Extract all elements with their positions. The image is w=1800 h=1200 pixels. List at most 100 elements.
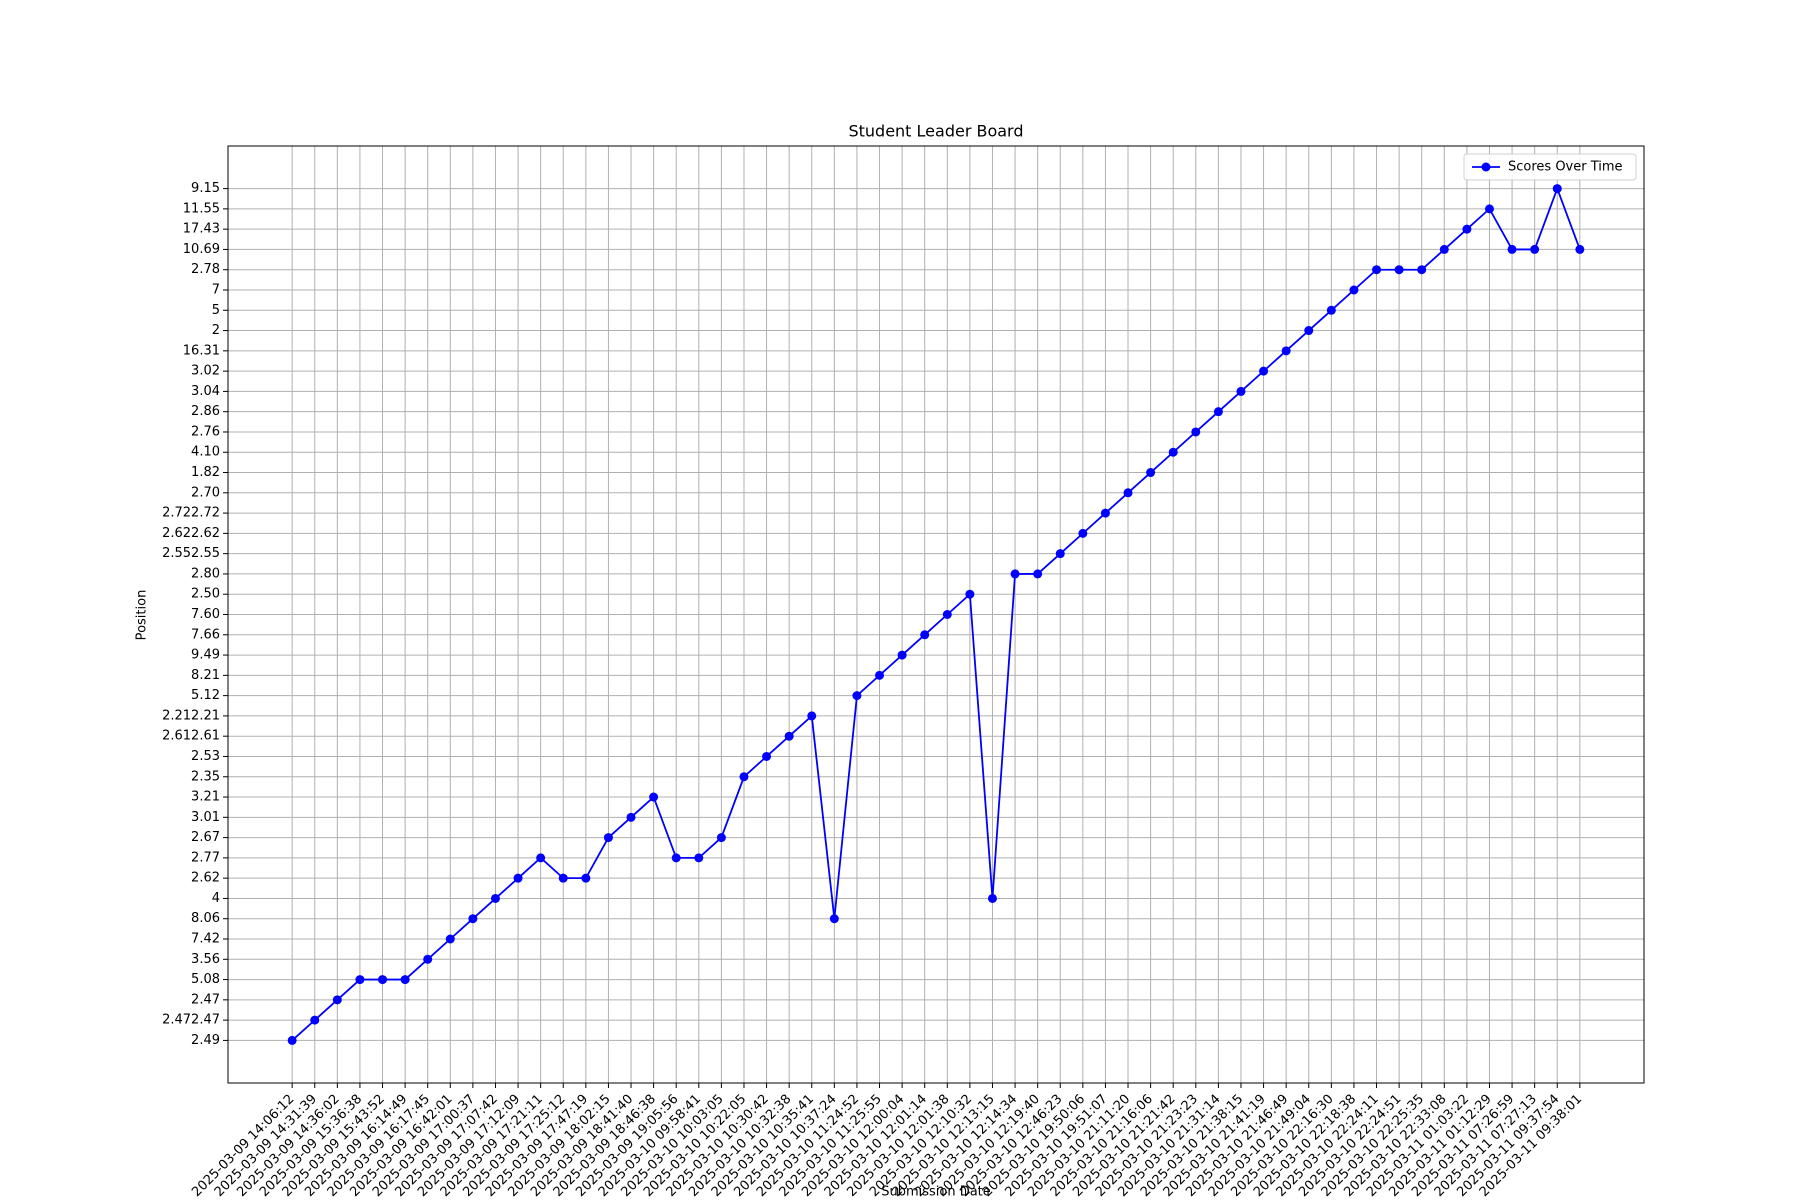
data-point [1372,265,1382,275]
y-tick-label: 2.62 [191,871,220,886]
y-tick-label: 9.15 [191,181,220,196]
data-point [739,772,749,782]
data-point [1394,265,1404,275]
data-point [445,934,455,944]
data-point [626,812,636,822]
data-point [942,610,952,619]
plot-frame [227,145,1645,1084]
y-tick-label: 17.43 [183,222,220,237]
y-tick-label: 5 [212,303,220,318]
data-point [1236,386,1246,396]
data-point [400,975,410,985]
y-tick-label: 2 [212,323,220,338]
data-point [807,711,817,721]
legend-marker [1481,162,1491,172]
y-tick-label: 2.47 [191,992,220,1007]
y-tick-label: 2.67 [191,830,220,845]
data-point [1168,447,1178,457]
data-point [1055,549,1065,559]
y-tick-label: 2.472.47 [162,1013,220,1028]
y-tick-label: 2.722.72 [162,506,220,521]
y-tick-label: 5.08 [191,972,220,987]
legend-box [1463,153,1637,181]
y-tick-label: 2.212.21 [162,708,220,723]
data-point [287,1035,297,1045]
y-tick-label: 3.02 [191,364,220,379]
data-point [558,873,568,883]
data-point [716,833,726,843]
data-point [1326,305,1336,315]
data-point [1146,468,1156,478]
data-point [603,833,613,843]
y-tick-label: 2.49 [191,1033,220,1048]
y-tick-label: 2.552.55 [162,546,220,561]
y-tick-label: 7 [212,282,220,297]
y-tick-label: 2.77 [191,850,220,865]
data-point [1439,244,1449,254]
data-point [829,914,839,924]
y-tick-label: 7.42 [191,932,220,947]
data-point [762,751,772,761]
y-tick-label: 3.04 [191,384,220,399]
y-tick-label: 2.612.61 [162,729,220,744]
y-tick-label: 8.21 [191,668,220,683]
data-point [965,589,975,599]
y-tick-label: 2.70 [191,485,220,500]
y-tick-label: 1.82 [191,465,220,480]
y-tick-label: 3.21 [191,790,220,805]
data-point [784,731,794,741]
data-point [852,691,862,701]
y-tick-label: 7.66 [191,627,220,642]
y-tick-label: 7.60 [191,607,220,622]
y-tick-label: 2.80 [191,566,220,581]
y-tick-label: 9.49 [191,648,220,663]
series-line [291,186,1581,1042]
y-tick-label: 16.31 [183,343,220,358]
data-point [468,914,478,924]
legend: Scores Over Time [1463,153,1637,181]
y-tick-label: 2.53 [191,749,220,764]
y-tick-label: 2.50 [191,587,220,602]
data-point [1191,427,1201,437]
y-tick-label: 2.86 [191,404,220,419]
data-point [332,995,342,1005]
y-tick-label: 8.06 [191,911,220,926]
x-axis-label: Submission Date [881,1185,991,1200]
data-point [649,792,659,802]
y-tick-label: 4.10 [191,445,220,460]
data-point [310,1015,320,1025]
data-point [1213,407,1223,417]
data-point [987,893,997,903]
y-axis-label: Position [135,590,150,641]
data-point [581,873,591,883]
data-point [1078,528,1088,538]
y-tick-label: 2.35 [191,769,220,784]
y-tick-label: 5.12 [191,688,220,703]
data-point [536,853,546,863]
data-point [1462,224,1472,234]
data-point [1507,244,1517,254]
data-point [1552,184,1562,194]
data-point [1417,265,1427,275]
y-tick-label: 2.622.62 [162,526,220,541]
data-point [1349,285,1359,295]
data-point [1530,244,1540,254]
legend-label: Scores Over Time [1508,160,1623,175]
y-tick-label: 4 [212,891,220,906]
y-tick-label: 10.69 [183,242,220,257]
data-point [423,954,433,964]
y-tick-label: 3.01 [191,810,220,825]
data-point [1259,366,1269,376]
data-point [897,650,907,660]
data-point [1484,204,1494,214]
data-point [1304,326,1314,336]
data-point [1010,569,1020,579]
data-point [1575,244,1585,254]
data-point [1033,569,1043,579]
data-point [671,853,681,863]
data-point [355,975,365,985]
y-tick-label: 11.55 [183,201,220,216]
data-point [920,630,930,640]
data-point [1123,488,1133,498]
